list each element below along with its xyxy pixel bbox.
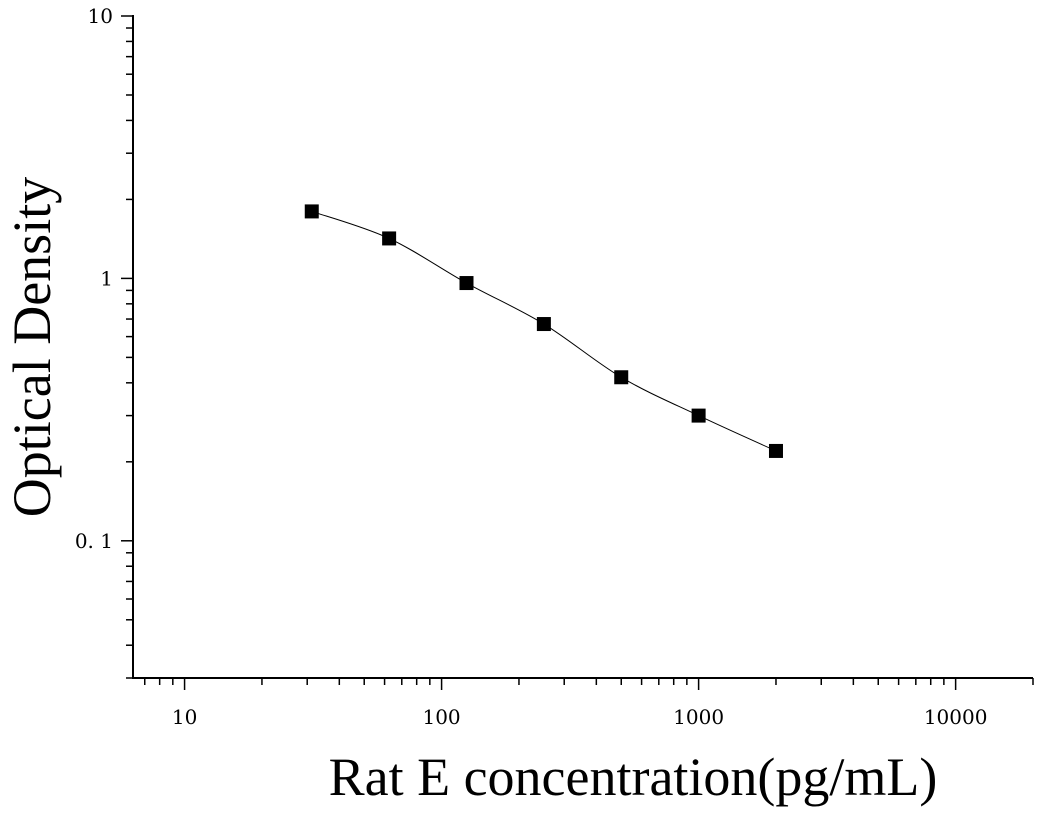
x-tick-label: 100 (422, 705, 460, 729)
y-tick-label: 10 (88, 4, 113, 28)
data-markers (304, 204, 783, 458)
fit-curve (311, 210, 777, 452)
x-axis-title: Rat E concentration(pg/mL) (329, 747, 938, 807)
data-point-marker (382, 231, 397, 246)
data-point-marker (304, 204, 319, 219)
data-point-marker (459, 276, 474, 291)
data-point-marker (536, 317, 551, 332)
data-point-marker (691, 408, 706, 423)
y-tick-label: 0. 1 (75, 529, 113, 553)
x-tick-label: 10000 (924, 705, 988, 729)
x-tick-label: 1000 (673, 705, 724, 729)
y-tick-label: 1 (100, 266, 113, 290)
tick-labels: 10 100 1000 10000 0. 1 1 10 (75, 4, 988, 729)
data-point-marker (614, 370, 629, 385)
axis-ticks (121, 15, 1034, 690)
y-axis-title: Optical Density (2, 177, 62, 517)
data-point-marker (768, 443, 783, 458)
x-tick-label: 10 (172, 705, 197, 729)
